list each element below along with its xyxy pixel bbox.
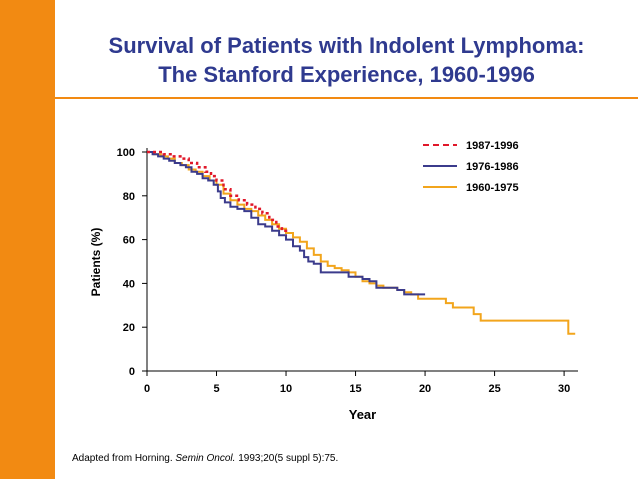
series-line-1976-1986: [147, 151, 426, 296]
y-tick-label: 20: [123, 322, 135, 334]
legend-label: 1976-1986: [466, 161, 519, 173]
legend-label: 1960-1975: [466, 182, 519, 194]
chart-legend: 1987-1996 1976-1986 1960-1975: [423, 140, 519, 194]
x-tick-label: 5: [213, 383, 219, 395]
x-tick-label: 30: [558, 383, 570, 395]
citation-suffix: 1993;20(5 suppl 5):75.: [235, 453, 339, 464]
x-tick-label: 0: [144, 383, 150, 395]
series-layer: [147, 150, 576, 335]
series-line-1960-1975: [147, 151, 576, 335]
citation: Adapted from Horning. Semin Oncol. 1993;…: [72, 453, 338, 464]
y-tick-label: 100: [117, 147, 135, 159]
y-axis-label: Patients (%): [89, 228, 103, 297]
legend-label: 1987-1996: [466, 140, 519, 152]
x-axis-label: Year: [349, 407, 376, 422]
y-tick-label: 0: [129, 366, 135, 378]
citation-journal: Semin Oncol.: [175, 453, 236, 464]
title-line-1: Survival of Patients with Indolent Lymph…: [108, 33, 585, 58]
x-tick-label: 25: [488, 383, 500, 395]
series-line-1987-1996: [147, 150, 288, 236]
citation-prefix: Adapted from Horning.: [72, 453, 176, 464]
title-line-2: The Stanford Experience, 1960-1996: [158, 62, 535, 87]
chart-axes: 0 20 40 60 80 100 0 5 10 15 20 25 30 Year Patients (%): [89, 147, 578, 422]
page-title: Survival of Patients with Indolent Lymph…: [55, 31, 638, 89]
y-tick-label: 40: [123, 278, 135, 290]
x-tick-label: 10: [280, 383, 292, 395]
title-divider: [55, 97, 638, 99]
accent-side-bar: [0, 0, 55, 479]
x-tick-label: 20: [419, 383, 431, 395]
y-tick-label: 60: [123, 235, 135, 247]
y-tick-label: 80: [123, 191, 135, 203]
x-tick-label: 15: [349, 383, 361, 395]
